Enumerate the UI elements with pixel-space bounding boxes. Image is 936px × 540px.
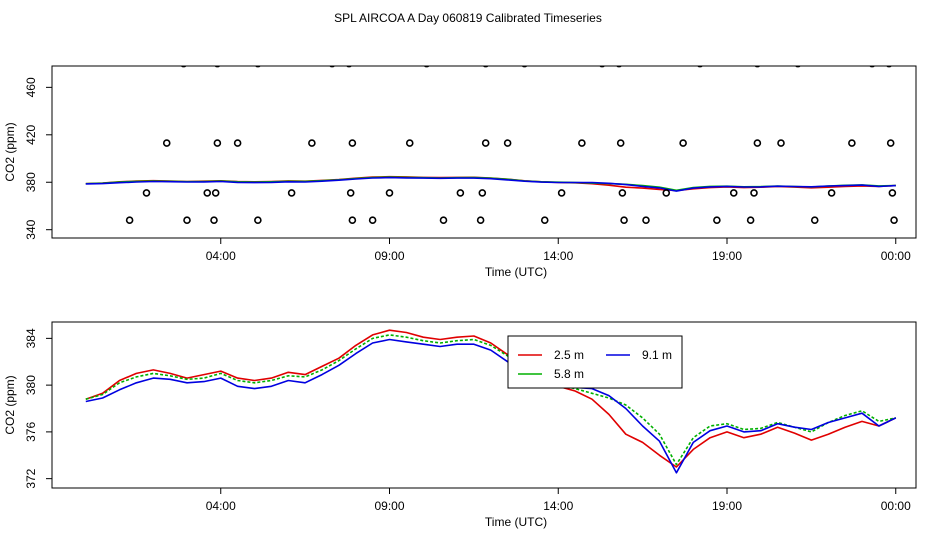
calibration-point [729,189,738,197]
x-tick-label: 00:00 [881,249,911,263]
calibration-point [777,139,785,147]
calibration-point [578,139,586,147]
calibration-point [753,139,762,147]
calibration-point [329,66,336,68]
plot-area [85,66,898,225]
calibration-point [439,216,448,225]
y-tick-label: 384 [24,328,38,348]
calibration-point [478,189,487,197]
series-line-5-8-m [85,334,896,466]
legend-label: 9.1 m [642,348,672,362]
calibration-point [869,66,876,68]
calibration-point [848,139,856,147]
x-tick-label: 00:00 [881,499,911,513]
calibration-point [482,66,489,68]
calibration-point [183,216,191,225]
calibration-point [620,216,628,225]
calibration-point [287,189,296,197]
x-axis-label: Time (UTC) [485,515,547,529]
calibration-point [616,66,622,68]
x-axis-label: Time (UTC) [485,265,547,279]
calibration-point [746,216,755,225]
calibration-point [810,216,819,225]
calibration-point [888,189,897,197]
calibration-point [557,189,566,197]
series-line-9-1-m [85,338,897,474]
calibration-point [254,66,261,68]
x-tick-label: 09:00 [374,499,404,513]
calibration-point [348,139,357,147]
calibration-point [679,139,687,147]
series-line-2-5-m [85,329,897,468]
series-line-9-1-m [85,176,896,192]
legend-label: 5.8 m [554,367,584,381]
calibration-point [476,216,485,225]
calibration-point [385,189,394,197]
y-tick-label: 460 [24,77,38,97]
calibration-point [599,66,606,68]
calibration-point [346,189,355,197]
calibration-point [211,189,220,197]
calibration-point [162,139,171,147]
calibration-point [697,66,703,68]
calibration-point [348,216,357,225]
figure-title: SPL AIRCOA A Day 060819 Calibrated Times… [334,11,602,25]
calibration-point [210,216,218,225]
calibration-point [423,66,430,68]
y-axis-label: CO2 (ppm) [3,375,17,434]
y-tick-label: 380 [24,172,38,192]
calibration-point [368,216,377,225]
y-tick-label: 372 [24,468,38,488]
calibration-point [125,216,134,225]
legend: 2.5 m 9.1 m 5.8 m [507,335,683,389]
calibration-point [456,189,465,197]
calibration-point [214,66,221,68]
calibration-point [642,216,650,225]
plot-area [85,329,897,474]
y-axis-label: CO2 (ppm) [3,122,17,181]
top-panel: 04:00 09:00 14:00 19:00 00:00 Time (UTC) 340 38… [3,65,917,279]
calibration-point [142,189,151,197]
x-tick-label: 14:00 [543,249,573,263]
calibration-point [405,139,414,147]
x-tick-label: 19:00 [712,249,742,263]
calibration-point [213,139,222,147]
y-tick-label: 380 [24,375,38,395]
calibration-point [203,189,212,197]
x-tick-label: 09:00 [374,249,404,263]
calibration-point [662,189,671,197]
x-tick-label: 14:00 [543,499,573,513]
calibration-point [180,66,187,68]
calibration-point [346,66,352,68]
calibration-point [886,139,895,147]
calibration-point [254,216,262,225]
calibration-point [233,139,242,147]
calibration-point [308,139,316,147]
calibration-point [754,66,761,68]
calibration-point [890,216,898,225]
calibration-point [540,216,549,225]
plot-frame [51,321,917,489]
calibration-point [886,66,892,68]
y-tick-label: 376 [24,422,38,442]
x-tick-label: 04:00 [206,499,236,513]
legend-box [507,335,683,389]
calibration-point [521,66,528,68]
calibration-point [618,189,627,197]
calibration-point [794,66,801,68]
calibration-point [481,139,490,147]
x-tick-label: 19:00 [712,499,742,513]
calibration-point [713,216,721,225]
y-tick-label: 340 [24,219,38,239]
legend-label: 2.5 m [554,348,584,362]
x-tick-label: 04:00 [206,249,236,263]
calibration-point [616,139,625,147]
bottom-panel: 04:00 09:00 14:00 19:00 00:00 Time (UTC) 372 37… [3,321,917,529]
y-tick-label: 420 [24,124,38,144]
calibration-point [827,189,836,197]
calibration-point [503,139,512,147]
calibration-point [750,189,758,197]
